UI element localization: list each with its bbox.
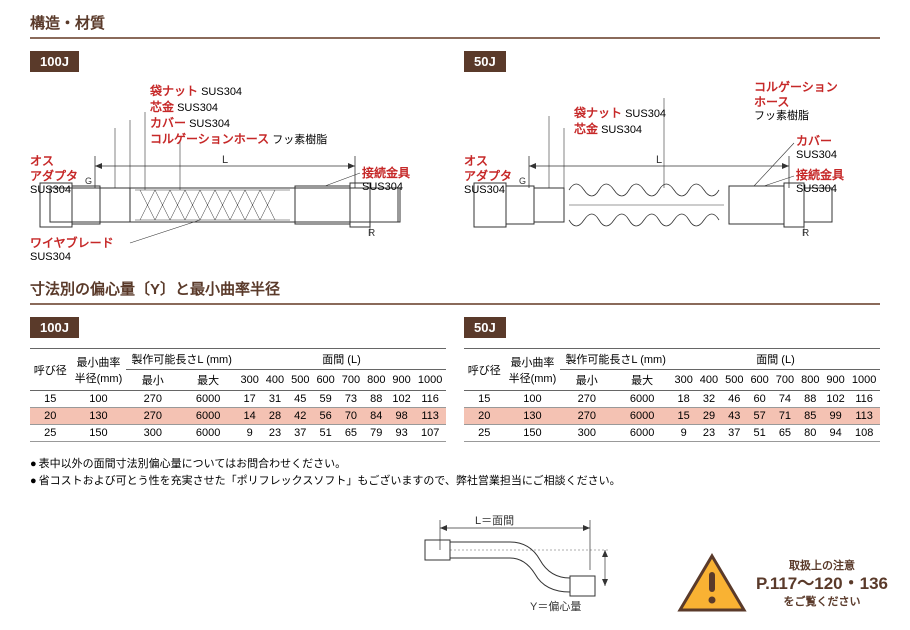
lbl-conn: 接続金具 — [362, 166, 410, 180]
notes-block: ●表中以外の面間寸法別偏心量についてはお問合わせください。●省コストおよび可とう… — [30, 456, 880, 489]
svg-text:R: R — [802, 228, 809, 239]
warn-pages: P.117〜120・136 — [756, 573, 888, 595]
lbl50-core-mat: SUS304 — [601, 124, 642, 136]
lbl50-male-adapter-mat: SUS304 — [464, 184, 505, 196]
table-col-50j: 50J 呼び径最小曲率半径(mm)製作可能長さL (mm)面間 (L)最小最大3… — [464, 317, 880, 442]
svg-text:G: G — [85, 176, 92, 186]
lbl50-cover: カバー — [796, 134, 832, 148]
table-50j: 呼び径最小曲率半径(mm)製作可能長さL (mm)面間 (L)最小最大30040… — [464, 348, 880, 442]
lbl50-cover-mat: SUS304 — [796, 149, 837, 161]
tables-row: 100J 呼び径最小曲率半径(mm)製作可能長さL (mm)面間 (L)最小最大… — [30, 317, 880, 442]
note-line: ●表中以外の面間寸法別偏心量についてはお問合わせください。 — [30, 456, 880, 473]
section-structure-title: 構造・材質 — [30, 10, 880, 39]
table-row: 2515030060009233751657993107 — [30, 425, 446, 442]
svg-text:L: L — [222, 154, 228, 166]
lbl-conn-mat: SUS304 — [362, 181, 403, 193]
table-col-100j: 100J 呼び径最小曲率半径(mm)製作可能長さL (mm)面間 (L)最小最大… — [30, 317, 446, 442]
section-dim-title: 寸法別の偏心量〔Y〕と最小曲率半径 — [30, 276, 880, 305]
lbl-male-adapter-mat: SUS304 — [30, 184, 71, 196]
table-row: 151002706000183246607488102116 — [464, 391, 880, 408]
svg-text:G: G — [519, 176, 526, 186]
table-row: 151002706000173145597388102116 — [30, 391, 446, 408]
lbl50-conn-mat: SUS304 — [796, 183, 837, 195]
lbl-male-adapter: オスアダプタ — [30, 154, 78, 183]
lbl50-nut: 袋ナット — [574, 106, 622, 120]
svg-text:R: R — [368, 228, 375, 239]
col-100j: 100J L G — [30, 51, 446, 258]
table-100j: 呼び径最小曲率半径(mm)製作可能長さL (mm)面間 (L)最小最大30040… — [30, 348, 446, 442]
badge-100j: 100J — [30, 51, 79, 72]
note-line: ●省コストおよび可とう性を充実させた「ポリフレックスソフト」もございますので、弊… — [30, 473, 880, 490]
lbl-nut-mat: SUS304 — [201, 86, 242, 98]
lbl-braid-mat: SUS304 — [30, 251, 71, 263]
badge2-50j: 50J — [464, 317, 506, 338]
diag-Y-text: Y＝偏心量 — [530, 599, 581, 613]
lbl-core: 芯金 — [150, 100, 174, 114]
lbl-nut: 袋ナット — [150, 84, 198, 98]
offset-diagram: L＝面間 Y＝偏心量 — [420, 510, 650, 620]
lbl50-corr: コルゲーションホース — [754, 80, 838, 109]
lbl50-core: 芯金 — [574, 122, 598, 136]
warn-title: 取扱上の注意 — [756, 559, 888, 573]
warn-sub: をご覧ください — [756, 595, 888, 609]
table-row: 20130270600014284256708498113 — [30, 408, 446, 425]
lbl50-corr-mat: フッ素樹脂 — [754, 110, 809, 122]
lbl-cover-mat: SUS304 — [189, 118, 230, 130]
lbl-corr: コルゲーションホース — [150, 132, 269, 146]
badge2-100j: 100J — [30, 317, 79, 338]
lbl-braid: ワイヤブレード — [30, 236, 114, 250]
diagram-100j: L G — [30, 78, 446, 258]
table-row: 2515030060009233751658094108 — [464, 425, 880, 442]
lbl50-nut-mat: SUS304 — [625, 108, 666, 120]
badge-50j: 50J — [464, 51, 506, 72]
diag-L-text: L＝面間 — [475, 514, 514, 527]
structure-row: 100J L G — [30, 51, 880, 258]
lbl50-conn: 接続金具 — [796, 168, 844, 182]
lbl-corr-mat: フッ素樹脂 — [272, 134, 327, 146]
lbl50-male-adapter: オスアダプタ — [464, 154, 512, 183]
lbl-core-mat: SUS304 — [177, 102, 218, 114]
warning-icon — [676, 552, 748, 616]
diagram-50j: L G R — [464, 78, 880, 258]
warning-block: 取扱上の注意 P.117〜120・136 をご覧ください — [676, 552, 888, 616]
lbl-cover: カバー — [150, 116, 186, 130]
svg-text:L: L — [656, 154, 662, 166]
table-row: 20130270600015294357718599113 — [464, 408, 880, 425]
col-50j: 50J L G — [464, 51, 880, 258]
